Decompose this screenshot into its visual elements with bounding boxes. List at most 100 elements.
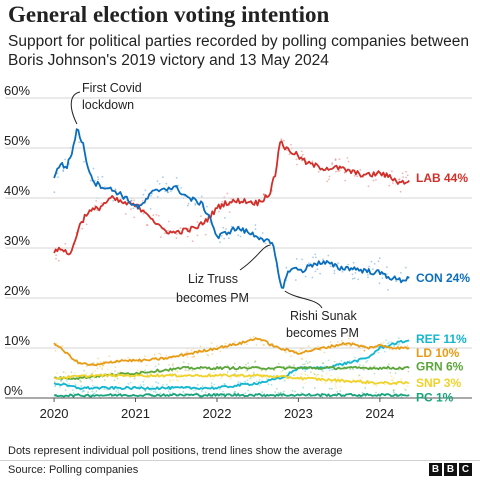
- poll-dot: [221, 235, 223, 237]
- poll-dot: [280, 392, 283, 394]
- poll-dot: [85, 223, 88, 226]
- poll-dot: [190, 349, 193, 352]
- poll-dot: [313, 387, 316, 389]
- poll-dot: [402, 176, 404, 179]
- poll-dot: [370, 260, 373, 263]
- poll-dot: [175, 233, 178, 236]
- poll-dot: [300, 357, 303, 360]
- poll-dot: [206, 205, 208, 208]
- poll-dot: [322, 362, 325, 365]
- poll-dot: [56, 381, 58, 384]
- poll-dot: [210, 342, 213, 344]
- annotation-covid-leader: [70, 91, 81, 125]
- poll-dot: [406, 344, 409, 347]
- chart-subtitle: Support for political parties recorded b…: [8, 33, 469, 69]
- poll-dot: [154, 365, 157, 368]
- poll-dot: [92, 384, 94, 387]
- poll-dot: [174, 369, 177, 372]
- poll-dot: [246, 369, 248, 371]
- poll-dot: [194, 204, 197, 206]
- poll-dot: [274, 391, 277, 394]
- poll-dot: [308, 361, 311, 363]
- poll-dot: [87, 391, 89, 394]
- poll-dot: [383, 350, 386, 353]
- poll-dot: [157, 363, 160, 366]
- poll-dot: [323, 365, 326, 368]
- poll-dot: [96, 367, 99, 370]
- poll-dot: [328, 178, 330, 181]
- poll-dot: [314, 253, 317, 256]
- poll-dot: [187, 369, 190, 372]
- poll-dot: [62, 371, 65, 373]
- poll-dot: [339, 390, 342, 392]
- poll-dot: [331, 163, 334, 166]
- poll-dot: [204, 391, 207, 394]
- poll-dot: [95, 200, 98, 202]
- poll-dot: [388, 184, 391, 187]
- poll-dot: [306, 374, 309, 377]
- poll-dot: [224, 342, 227, 345]
- poll-dot: [142, 212, 145, 215]
- poll-dot: [391, 170, 393, 173]
- poll-dot: [300, 150, 303, 153]
- poll-dot: [117, 391, 120, 394]
- poll-dot: [388, 341, 390, 344]
- poll-dot: [132, 207, 135, 210]
- poll-dot: [92, 167, 95, 170]
- poll-dot: [284, 377, 287, 380]
- poll-dot: [352, 378, 355, 381]
- poll-dot: [321, 369, 323, 372]
- poll-dot: [254, 228, 257, 231]
- poll-dot: [165, 355, 168, 357]
- poll-dot: [114, 370, 116, 372]
- poll-dot: [385, 266, 388, 268]
- poll-dot: [276, 388, 278, 390]
- poll-dot: [398, 178, 400, 181]
- poll-dot: [119, 370, 122, 373]
- poll-dot: [290, 355, 292, 358]
- footer-divider: [0, 460, 480, 461]
- poll-dot: [99, 365, 101, 368]
- poll-dot: [223, 237, 226, 240]
- poll-dot: [403, 388, 406, 390]
- poll-dot: [133, 199, 136, 202]
- poll-dot: [179, 227, 182, 229]
- poll-dot: [146, 224, 149, 227]
- poll-dot: [335, 170, 337, 173]
- poll-dot: [54, 349, 57, 352]
- poll-dot: [288, 153, 291, 156]
- poll-dot: [330, 374, 333, 377]
- poll-dot: [117, 371, 119, 374]
- poll-dot: [359, 364, 361, 366]
- annotation-covid-line2: lockdown: [82, 98, 134, 112]
- poll-dot: [153, 353, 156, 356]
- poll-dot: [321, 374, 323, 377]
- poll-dot: [349, 345, 352, 348]
- poll-dot: [170, 190, 172, 193]
- poll-dot: [81, 390, 84, 393]
- poll-dot: [330, 387, 333, 390]
- poll-dot: [279, 391, 282, 394]
- poll-dot: [397, 337, 400, 339]
- poll-dot: [154, 391, 157, 394]
- poll-dot: [235, 370, 238, 373]
- poll-dot: [57, 176, 59, 179]
- y-tick-label: 20%: [4, 283, 30, 298]
- poll-dot: [352, 261, 355, 264]
- trend-line-ref: [53, 339, 410, 391]
- poll-dot: [66, 380, 68, 382]
- grid-layer: 0% 10% 20% 30% 40% 50% 60% 2020 2021 2022 2023 2024: [4, 83, 472, 421]
- poll-dot: [349, 368, 352, 371]
- poll-dot: [373, 263, 376, 265]
- poll-dot: [254, 224, 257, 227]
- poll-dot: [186, 351, 189, 353]
- poll-dot: [172, 379, 175, 382]
- poll-dot: [239, 235, 242, 238]
- series-label-grn: GRN 6%: [416, 360, 464, 374]
- poll-dot: [114, 366, 117, 368]
- poll-dot: [338, 169, 341, 172]
- poll-dot: [233, 391, 236, 393]
- poll-dot: [81, 227, 84, 230]
- poll-dot: [210, 382, 213, 384]
- poll-dot: [322, 258, 324, 261]
